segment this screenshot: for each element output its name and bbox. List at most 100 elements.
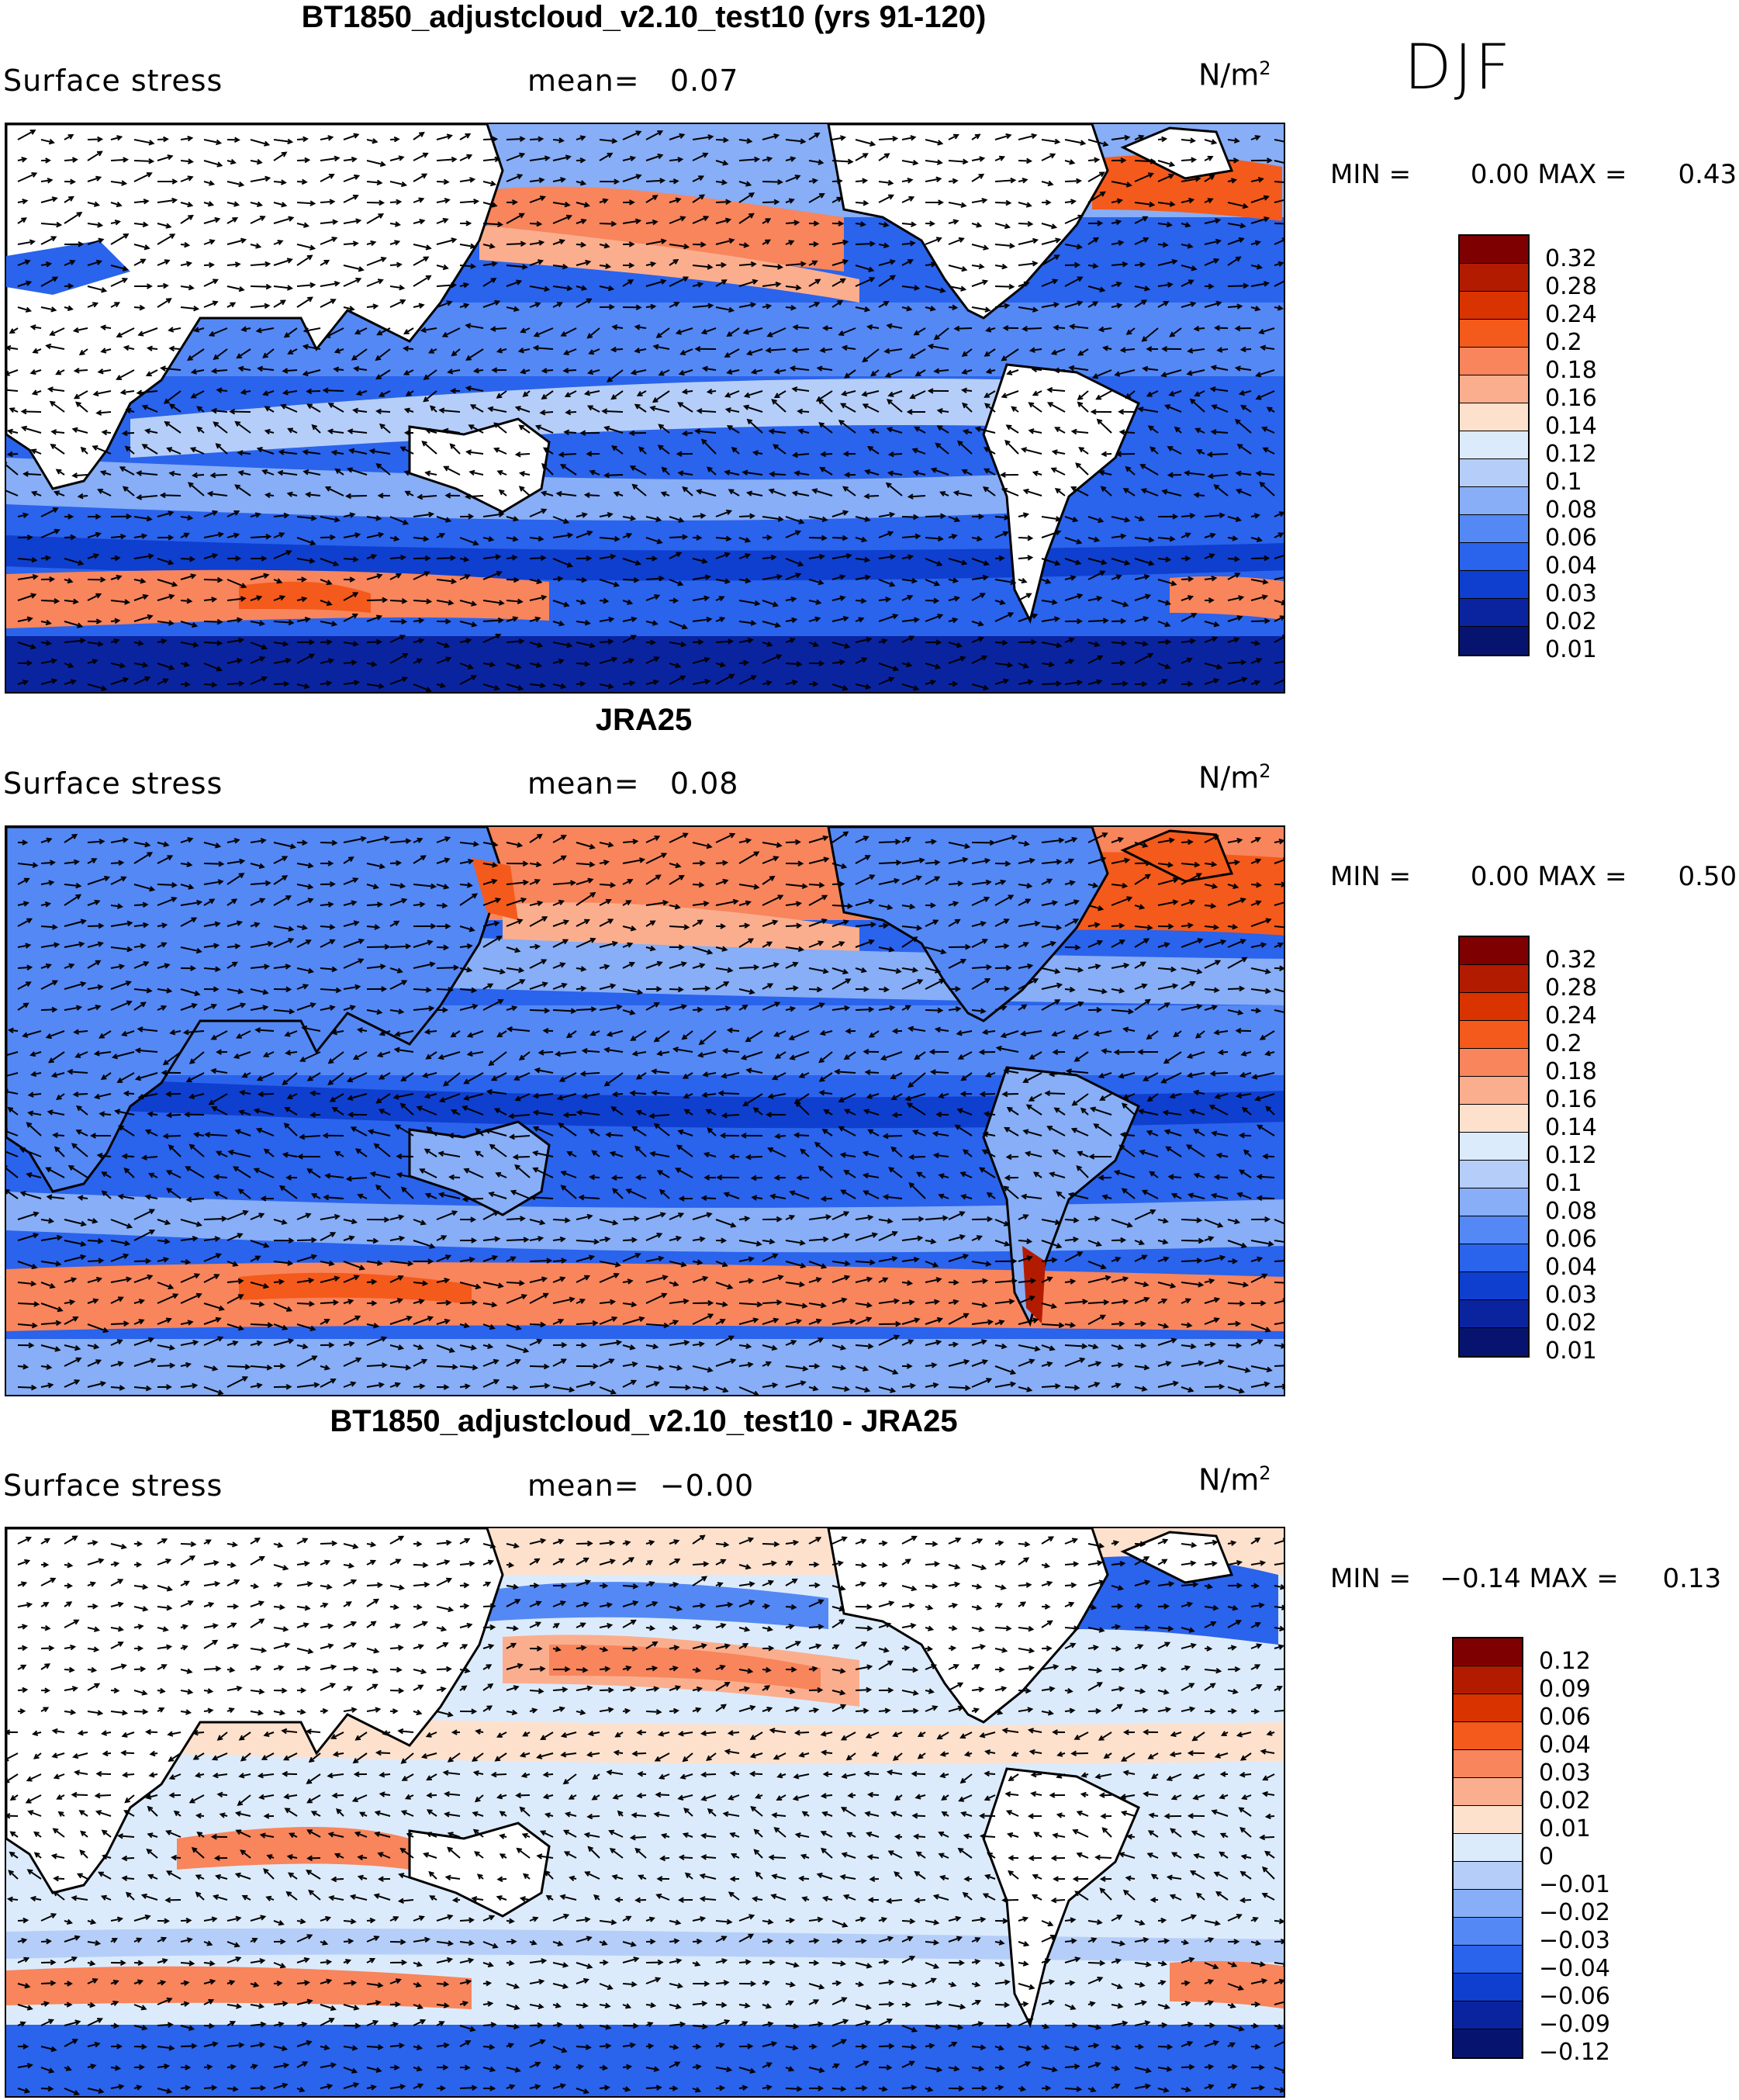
stress-vector-head xyxy=(487,406,494,412)
stress-vector-head xyxy=(1005,199,1012,206)
stress-vector xyxy=(1049,1072,1066,1076)
stress-vector xyxy=(87,876,109,885)
stress-vector-head xyxy=(472,893,479,899)
stress-vector xyxy=(962,469,973,476)
stress-vector-head xyxy=(331,237,338,243)
stress-vector-head xyxy=(496,936,503,941)
stress-vector xyxy=(68,1165,88,1178)
stress-vector-head xyxy=(372,884,380,890)
stress-vector xyxy=(203,863,223,865)
stress-vector xyxy=(239,471,251,476)
stress-vector-head xyxy=(580,966,587,972)
stress-vector xyxy=(962,403,973,413)
stress-vector xyxy=(273,258,292,266)
stress-vector xyxy=(1071,486,1089,496)
stress-vector-head xyxy=(237,450,244,456)
stress-vector xyxy=(1181,900,1194,906)
stress-vector xyxy=(984,447,996,455)
stress-vector-head xyxy=(423,396,429,403)
stress-vector-head xyxy=(1196,968,1203,975)
stress-vector-head xyxy=(800,1148,806,1154)
stress-vector-head xyxy=(931,839,937,845)
stress-vector xyxy=(669,1005,686,1011)
stress-vector xyxy=(738,158,759,161)
stress-vector-head xyxy=(1051,599,1058,605)
stress-vector-head xyxy=(952,617,959,624)
stress-vector xyxy=(482,244,495,248)
stress-vector-head xyxy=(1145,860,1152,867)
stress-vector xyxy=(1147,390,1159,397)
stress-vector xyxy=(320,558,338,566)
stress-vector-head xyxy=(696,408,703,414)
stress-vector xyxy=(1163,1051,1182,1064)
stress-vector-head xyxy=(403,519,410,525)
stress-vector xyxy=(325,327,344,338)
stress-vector-head xyxy=(1093,1123,1099,1130)
stress-vector xyxy=(937,1113,949,1116)
stress-vector xyxy=(87,260,102,266)
stress-vector-head xyxy=(984,351,991,357)
stress-vector xyxy=(931,1071,949,1074)
stress-vector-head xyxy=(324,1173,331,1179)
stress-vector xyxy=(49,1051,65,1064)
stress-vector-head xyxy=(682,534,689,540)
stress-vector-head xyxy=(424,1148,430,1154)
stress-vector xyxy=(738,638,753,643)
stress-vector-head xyxy=(868,939,875,945)
stress-vector-head xyxy=(498,489,505,496)
stress-vector xyxy=(87,985,102,990)
stress-vector xyxy=(890,1072,903,1079)
stress-vector xyxy=(914,1051,926,1060)
stress-vector xyxy=(506,537,517,541)
stress-vector-head xyxy=(403,329,410,334)
stress-vector-head xyxy=(168,664,175,670)
stress-vector xyxy=(1064,215,1083,224)
stress-vector-head xyxy=(629,961,635,967)
stress-vector-head xyxy=(67,283,74,289)
stress-vector-head xyxy=(111,1053,118,1060)
stress-vector xyxy=(793,492,810,496)
stress-vector xyxy=(1018,859,1035,864)
stress-vector-head xyxy=(254,1027,261,1033)
stress-vector xyxy=(1194,390,1205,396)
stress-vector xyxy=(515,1093,531,1101)
stress-vector xyxy=(994,202,1011,204)
stress-vector-head xyxy=(1146,1096,1153,1102)
stress-vector xyxy=(908,1027,926,1032)
stress-vector-head xyxy=(496,470,503,476)
stress-vector-head xyxy=(607,919,614,925)
stress-vector xyxy=(68,1071,88,1074)
stress-vector-head xyxy=(491,202,498,208)
stress-vector xyxy=(320,282,339,287)
stress-vector-head xyxy=(1022,942,1029,947)
stress-vector xyxy=(808,133,820,140)
stress-vector xyxy=(444,465,461,476)
stress-vector-head xyxy=(1138,134,1145,140)
colorbar-tick-label: 0.14 xyxy=(1545,413,1597,440)
stress-vector xyxy=(87,900,99,906)
stress-vector xyxy=(1087,191,1105,203)
stress-vector xyxy=(793,326,810,329)
stress-vector-head xyxy=(982,574,989,581)
stress-vector-head xyxy=(211,681,218,688)
stress-vector xyxy=(994,945,1008,948)
panel-1-colorbar-boxes xyxy=(1458,234,1530,656)
stress-vector xyxy=(413,884,436,887)
stress-vector xyxy=(835,1071,856,1074)
stress-vector-head xyxy=(191,917,198,923)
stress-vector xyxy=(1134,874,1150,885)
stress-vector-head xyxy=(1260,344,1267,351)
stress-vector-head xyxy=(566,1151,573,1157)
stress-vector-head xyxy=(45,1033,52,1040)
stress-vector-head xyxy=(188,214,194,220)
stress-vector xyxy=(436,579,456,583)
stress-vector xyxy=(994,836,1017,843)
stress-vector-head xyxy=(488,536,495,542)
stress-vector xyxy=(971,1009,985,1012)
stress-vector-head xyxy=(49,330,56,336)
stress-vector xyxy=(955,327,973,330)
stress-vector-head xyxy=(607,512,614,518)
stress-vector-head xyxy=(394,1124,401,1130)
stress-vector-head xyxy=(1097,220,1104,227)
stress-vector xyxy=(1018,262,1037,266)
